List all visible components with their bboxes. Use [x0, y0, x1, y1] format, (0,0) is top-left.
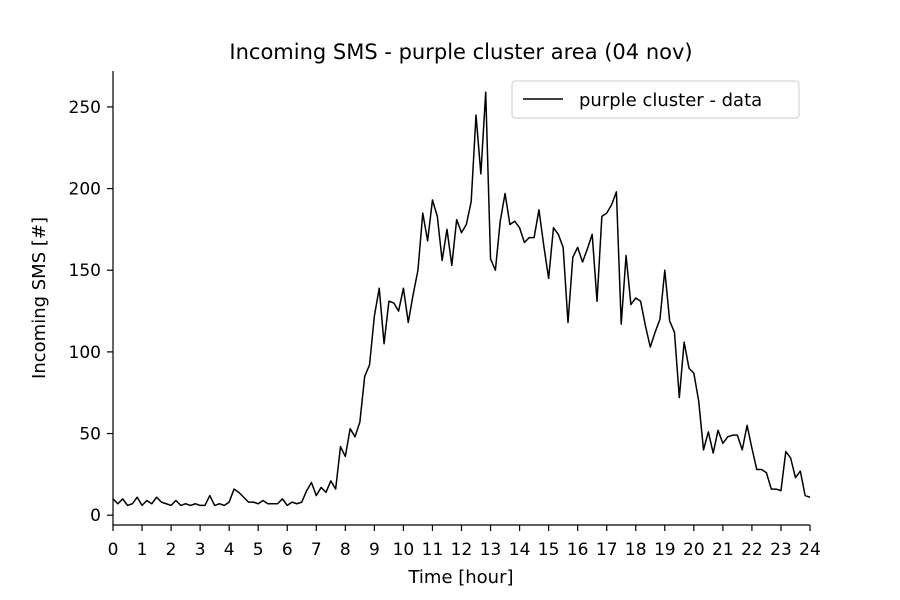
x-tick-label: 5 [253, 540, 264, 560]
x-tick-label: 17 [596, 540, 618, 560]
x-tick-label: 4 [224, 540, 235, 560]
x-tick-label: 2 [166, 540, 177, 560]
series-layer [112, 91, 811, 507]
x-axis-label: Time [hour] [407, 567, 513, 588]
legend-label: purple cluster - data [579, 90, 762, 111]
x-tick-label: 0 [108, 540, 119, 560]
y-tick-label: 50 [79, 425, 101, 445]
x-tick-label: 8 [340, 540, 351, 560]
y-tick-label: 150 [69, 261, 101, 281]
x-tick-label: 22 [741, 540, 763, 560]
y-axis-label: Incoming SMS [#] [29, 217, 50, 379]
x-tick-label: 14 [509, 540, 531, 560]
x-tick-label: 12 [451, 540, 473, 560]
legend: purple cluster - data [511, 80, 800, 119]
x-tick-label: 11 [422, 540, 444, 560]
legend-box [511, 80, 800, 119]
x-tick-label: 10 [393, 540, 415, 560]
y-tick-label: 250 [69, 98, 101, 118]
x-tick-label: 7 [311, 540, 322, 560]
x-tick-label: 16 [567, 540, 589, 560]
ticks-layer: 0 1 2 3 4 5 6 7 8 9 10 11 12 13 14 15 16 17 18 19 20 21 22 23 24… [69, 98, 821, 560]
x-tick-label: 1 [137, 540, 148, 560]
x-tick-label: 21 [712, 540, 734, 560]
x-tick-label: 24 [799, 540, 821, 560]
x-tick-label: 6 [282, 540, 293, 560]
x-tick-label: 23 [770, 540, 792, 560]
x-tick-label: 13 [480, 540, 502, 560]
x-tick-label: 9 [369, 540, 380, 560]
x-tick-label: 3 [195, 540, 206, 560]
y-tick-label: 100 [69, 343, 101, 363]
series-line [112, 91, 811, 507]
y-tick-label: 200 [69, 180, 101, 200]
chart-title: Incoming SMS - purple cluster area (04 n… [229, 40, 692, 64]
x-tick-label: 20 [683, 540, 705, 560]
x-tick-label: 15 [538, 540, 560, 560]
x-tick-label: 18 [625, 540, 647, 560]
x-tick-label: 19 [654, 540, 676, 560]
y-tick-label: 0 [90, 506, 101, 526]
